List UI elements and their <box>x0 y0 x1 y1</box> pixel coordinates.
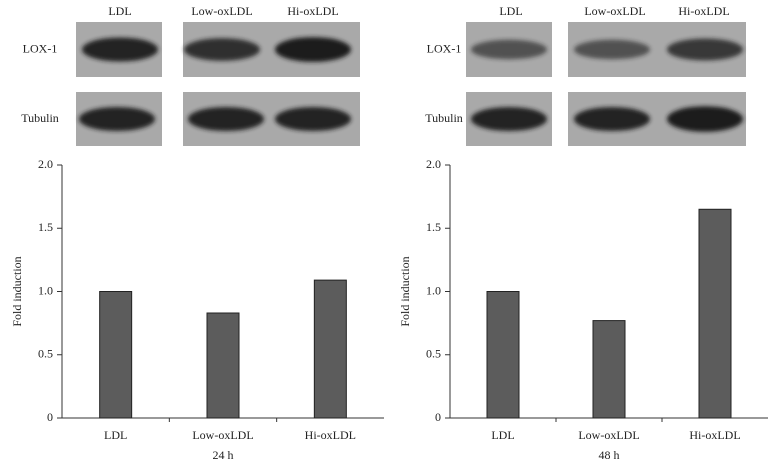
blot-band <box>667 38 743 61</box>
x-tick-label: LDL <box>104 428 127 442</box>
lane-label: LDL <box>499 4 522 18</box>
blot-band <box>184 38 260 61</box>
bar <box>698 208 732 419</box>
y-tick-label: 1.5 <box>426 220 441 234</box>
bar <box>486 291 520 419</box>
blot-band <box>574 107 650 131</box>
x-tick-label: Low-oxLDL <box>192 428 253 442</box>
x-tick-label: Hi-oxLDL <box>689 428 740 442</box>
x-tick-label: Hi-oxLDL <box>305 428 356 442</box>
blot-band <box>471 39 547 60</box>
lane-label: Low-oxLDL <box>191 4 252 18</box>
blot-band <box>79 107 155 131</box>
x-tick-label: Low-oxLDL <box>578 428 639 442</box>
y-axis-label: Fold induction <box>10 256 24 326</box>
y-tick-label: 1.5 <box>38 220 53 234</box>
row-label: Tubulin <box>425 111 463 125</box>
y-tick-label: 1.0 <box>38 283 53 297</box>
y-tick-label: 0.5 <box>426 347 441 361</box>
lane-label: Hi-oxLDL <box>287 4 338 18</box>
blot-band <box>275 37 351 62</box>
y-tick-label: 0 <box>435 410 441 424</box>
bar <box>313 279 347 419</box>
lane-label: Hi-oxLDL <box>678 4 729 18</box>
lane-label: Low-oxLDL <box>584 4 645 18</box>
row-label: LOX-1 <box>23 41 58 55</box>
blot-band <box>471 107 547 131</box>
lane-label: LDL <box>108 4 131 18</box>
y-axis-label: Fold induction <box>398 256 412 326</box>
y-tick-label: 0 <box>47 410 53 424</box>
y-tick-label: 2.0 <box>38 157 53 171</box>
bar <box>206 312 240 419</box>
y-tick-label: 1.0 <box>426 283 441 297</box>
bar <box>99 291 133 419</box>
blot-band <box>574 39 650 60</box>
bar <box>592 320 626 419</box>
row-label: LOX-1 <box>427 41 462 55</box>
x-axis-label: 48 h <box>599 448 620 462</box>
blot-band <box>667 106 743 132</box>
x-axis-label: 24 h <box>213 448 234 462</box>
x-tick-label: LDL <box>491 428 514 442</box>
y-tick-label: 0.5 <box>38 347 53 361</box>
y-tick-label: 2.0 <box>426 157 441 171</box>
blot-band <box>188 107 264 131</box>
row-label: Tubulin <box>21 111 59 125</box>
blot-band <box>275 107 351 131</box>
blot-band <box>82 37 158 62</box>
